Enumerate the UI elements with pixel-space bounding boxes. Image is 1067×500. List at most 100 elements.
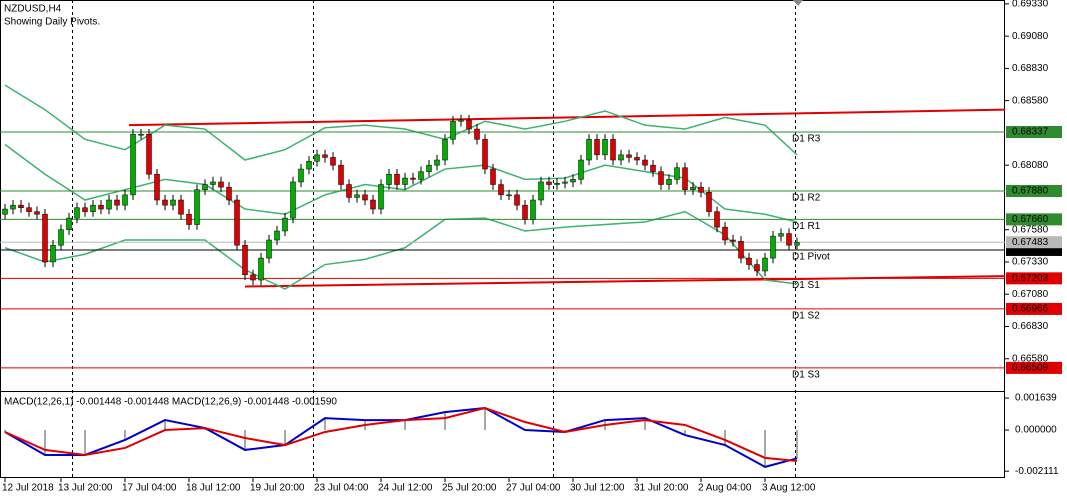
candle-body	[738, 241, 744, 259]
candle-body	[730, 239, 736, 242]
candle-body	[202, 184, 208, 190]
candle-body	[650, 164, 656, 172]
candle-body	[770, 235, 776, 259]
pivot-label-box	[1006, 126, 1062, 139]
candle-body	[634, 157, 640, 161]
candle-body	[522, 204, 528, 220]
x-tick-label: 3 Aug 12:00	[762, 483, 816, 494]
candle-body	[154, 173, 160, 201]
candle-body	[722, 226, 728, 241]
plot-frame	[0, 0, 1005, 478]
candle-body	[186, 213, 192, 225]
candle-body	[74, 207, 80, 219]
candle-body	[698, 186, 704, 193]
candle-body	[378, 184, 384, 210]
candle-body	[466, 119, 472, 130]
x-tick-label: 31 Jul 20:00	[634, 483, 689, 494]
candle-body	[410, 177, 416, 180]
candle-body	[194, 189, 200, 225]
candle-body	[482, 139, 488, 170]
candle-body	[442, 139, 448, 161]
pivot-name: D1 R1	[792, 221, 821, 232]
candle-body	[250, 274, 256, 281]
pivot-value-label: 0.67660	[1012, 214, 1049, 225]
candle-body	[402, 177, 408, 185]
x-tick-label: 12 Jul 2018	[2, 483, 54, 494]
pivot-name: D1 R2	[792, 193, 821, 204]
candle-body	[490, 168, 496, 185]
shift-marker	[793, 0, 803, 6]
macd-title: MACD(12,26,1) -0.001448 -0.001448 MACD(1…	[4, 397, 337, 408]
candle-body	[578, 159, 584, 180]
candle-body	[282, 217, 288, 232]
candle-body	[594, 139, 600, 156]
candle-body	[762, 257, 768, 272]
candle-body	[218, 181, 224, 188]
candle-body	[610, 139, 616, 161]
candle-body	[322, 154, 328, 158]
candle-body	[98, 204, 104, 210]
candle-body	[674, 167, 680, 180]
pivot-name: D1 S3	[792, 370, 820, 381]
candle-body	[2, 208, 8, 215]
y-tick-label: 0.69330	[1012, 0, 1049, 10]
candle-body	[394, 173, 400, 185]
pivot-label-box	[1006, 361, 1062, 374]
candle-body	[754, 264, 760, 272]
candle-body	[162, 199, 168, 206]
candle-body	[530, 199, 536, 220]
candle-body	[34, 211, 40, 215]
candle-body	[90, 204, 96, 212]
pivot-label-box	[1006, 272, 1062, 285]
candle-body	[618, 154, 624, 161]
candle-body	[58, 229, 64, 246]
candle-body	[298, 168, 304, 183]
candle-body	[642, 159, 648, 166]
pivot-value-label: 0.68337	[1012, 127, 1049, 138]
macd-line	[4, 406, 798, 463]
y-tick-label: -0.002111	[1015, 466, 1059, 477]
candle-body	[274, 230, 280, 241]
candle-body	[50, 244, 56, 263]
candle-body	[562, 181, 568, 184]
x-tick-label: 24 Jul 12:00	[378, 483, 433, 494]
candle-body	[26, 207, 32, 212]
candle-body	[658, 171, 664, 185]
candle-body	[626, 154, 632, 158]
candle-body	[170, 199, 176, 206]
candle-body	[458, 119, 464, 122]
y-tick-label: 0.67330	[1012, 257, 1049, 268]
pivot-label-box	[1006, 213, 1062, 226]
candle-body	[146, 133, 152, 175]
x-tick-label: 25 Jul 20:00	[442, 483, 497, 494]
y-tick-label: 0.68580	[1012, 95, 1049, 106]
pivot-label-box	[1006, 184, 1062, 197]
x-tick-label: 23 Jul 04:00	[314, 483, 369, 494]
pivot-value-label: 0.67423	[1012, 245, 1049, 256]
y-tick-label: 0.68830	[1012, 63, 1049, 74]
candle-body	[234, 199, 240, 246]
y-tick-label: 0.66830	[1012, 321, 1049, 332]
candle-body	[666, 179, 672, 185]
candle-body	[602, 139, 608, 156]
candle-body	[210, 181, 216, 185]
candle-body	[82, 207, 88, 212]
candle-body	[290, 181, 296, 219]
candle-body	[506, 194, 512, 197]
candle-body	[370, 199, 376, 210]
candle-body	[746, 257, 752, 265]
candle-body	[554, 182, 560, 185]
candle-body	[682, 167, 688, 190]
x-tick-label: 30 Jul 12:00	[570, 483, 625, 494]
last-price-box	[1006, 236, 1062, 249]
candle-body	[106, 199, 112, 210]
candle-body	[362, 194, 368, 201]
candle-body	[242, 244, 248, 276]
pivot-name: D1 S2	[792, 311, 820, 322]
candle-body	[130, 133, 136, 196]
pivot-label-box	[1006, 302, 1062, 315]
x-tick-label: 19 Jul 20:00	[250, 483, 305, 494]
pivot-name: D1 R3	[792, 134, 821, 145]
candle-body	[266, 239, 272, 259]
